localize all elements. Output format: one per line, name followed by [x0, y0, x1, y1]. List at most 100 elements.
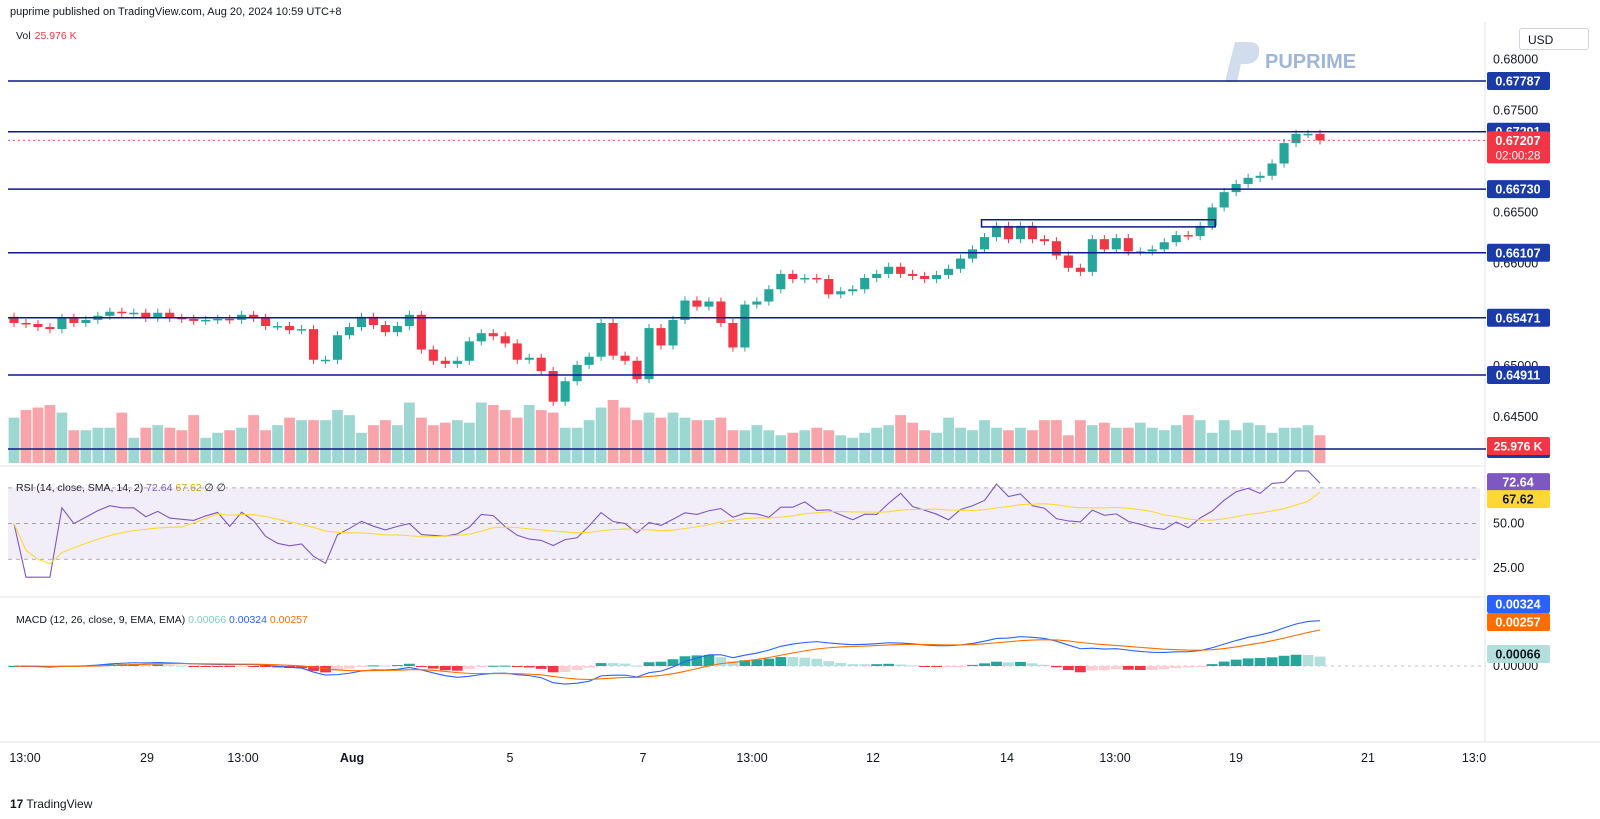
volume-bar [164, 427, 176, 463]
time-axis-label: 13:00 [9, 751, 40, 765]
macd-histogram-bar [1098, 666, 1110, 671]
volume-bar [907, 422, 919, 463]
macd-legend[interactable]: MACD (12, 26, close, 9, EMA, EMA) 0.0006… [16, 614, 308, 626]
candle-body [1111, 238, 1121, 250]
macd-hist-tag-bg [1487, 645, 1550, 663]
candle-body [33, 323, 43, 328]
time-axis-label: 13:00 [227, 751, 258, 765]
candle-body [740, 304, 750, 348]
candle-body [69, 317, 79, 323]
candle-body [1303, 133, 1313, 136]
volume-bar [871, 427, 883, 463]
rsi-legend-label: RSI (14, close, SMA, 14, 2) [16, 482, 144, 494]
macd-hist-legend-value: 0.00066 [188, 614, 227, 626]
candle-body [728, 322, 738, 348]
volume-bar [691, 420, 703, 463]
macd-histogram-bar [463, 666, 475, 669]
rsi-legend[interactable]: RSI (14, close, SMA, 14, 2) 72.64 67.62 … [16, 482, 226, 494]
volume-bar [883, 425, 895, 463]
candle-body [1027, 225, 1037, 240]
volume-bar [487, 405, 499, 463]
candle-body [788, 273, 798, 280]
rsi-sma-legend-value: 67.62 [175, 482, 202, 494]
macd-signal-tag-bg [1487, 613, 1550, 631]
macd-histogram-bar [380, 665, 391, 667]
macd-histogram-bar [499, 665, 511, 667]
volume-bar [1146, 427, 1158, 463]
time-axis-label: 12 [866, 751, 880, 765]
macd-histogram-bar [1039, 664, 1050, 666]
candle-body [380, 325, 390, 333]
volume-bar [1194, 420, 1206, 463]
volume-bar [967, 430, 978, 463]
price-tick-label: 0.68000 [1493, 52, 1538, 66]
macd-histogram-bar [571, 666, 583, 671]
candle-body [1255, 175, 1265, 178]
candle-body [177, 317, 187, 320]
macd-histogram-bar [1182, 666, 1194, 668]
volume-tag-bg [1487, 437, 1550, 455]
macd-line [13, 620, 1321, 685]
candle-body [488, 333, 498, 337]
candle-body [656, 328, 666, 346]
candle-body [572, 364, 582, 382]
candle-body [824, 279, 834, 295]
macd-histogram-bar [1027, 663, 1038, 666]
volume-bar [56, 412, 68, 463]
macd-histogram-bar [1170, 666, 1182, 669]
macd-histogram-bar [415, 666, 427, 667]
macd-histogram-bar [775, 657, 787, 666]
macd-histogram-bar [451, 666, 463, 671]
candle-body [1003, 225, 1014, 240]
macd-histogram-bar [547, 666, 559, 673]
candle-body [1243, 177, 1253, 184]
volume-bar [787, 432, 799, 463]
rsi-legend-extra: ∅ ∅ [204, 482, 226, 494]
macd-histogram-bar [368, 665, 379, 667]
volume-tag: 25.976 K [1494, 440, 1543, 454]
volume-bar [979, 420, 990, 463]
macd-histogram-bar [859, 664, 871, 666]
volume-bar [392, 425, 403, 463]
volume-bar [1051, 420, 1062, 463]
macd-histogram-bar [883, 663, 895, 666]
volume-legend[interactable]: Vol 25.976 K [16, 30, 77, 42]
candle-body [1087, 239, 1097, 272]
volume-bar [236, 427, 248, 463]
candle-body [1099, 239, 1109, 250]
candle-body [956, 258, 966, 269]
volume-bar [1278, 427, 1290, 463]
macd-histogram-bar [1110, 666, 1122, 670]
rsi-line [13, 470, 1321, 578]
volume-bar [296, 420, 307, 463]
macd-histogram-bar [511, 666, 523, 667]
time-axis-label: 21 [1361, 751, 1375, 765]
volume-bar [308, 420, 319, 463]
macd-histogram-bar [1134, 666, 1146, 671]
macd-histogram-bar [595, 663, 607, 666]
macd-histogram-bar [559, 666, 571, 673]
tradingview-footer[interactable]: 17 TradingView [10, 797, 92, 811]
currency-button[interactable]: USD [1519, 28, 1589, 50]
volume-bar [715, 417, 727, 463]
volume-bar [727, 430, 739, 463]
candle-body [608, 322, 618, 356]
volume-bar [1290, 427, 1302, 463]
candle-body [548, 371, 558, 402]
volume-bar [583, 420, 595, 463]
candle-body [1159, 242, 1169, 250]
macd-histogram-bar [655, 661, 667, 666]
volume-bar [739, 430, 751, 463]
volume-bar [667, 412, 679, 463]
candle-body [273, 326, 283, 328]
macd-histogram-bar [164, 665, 176, 667]
volume-bar [1015, 427, 1026, 463]
macd-histogram-bar [739, 660, 751, 666]
candle-body [896, 266, 906, 274]
candle-body [1291, 133, 1301, 144]
level-price-tag-bg [1487, 243, 1550, 262]
volume-bar [1182, 415, 1194, 463]
candle-body [1195, 225, 1205, 237]
puprime-logo-text: PUPRIME [1265, 51, 1356, 73]
